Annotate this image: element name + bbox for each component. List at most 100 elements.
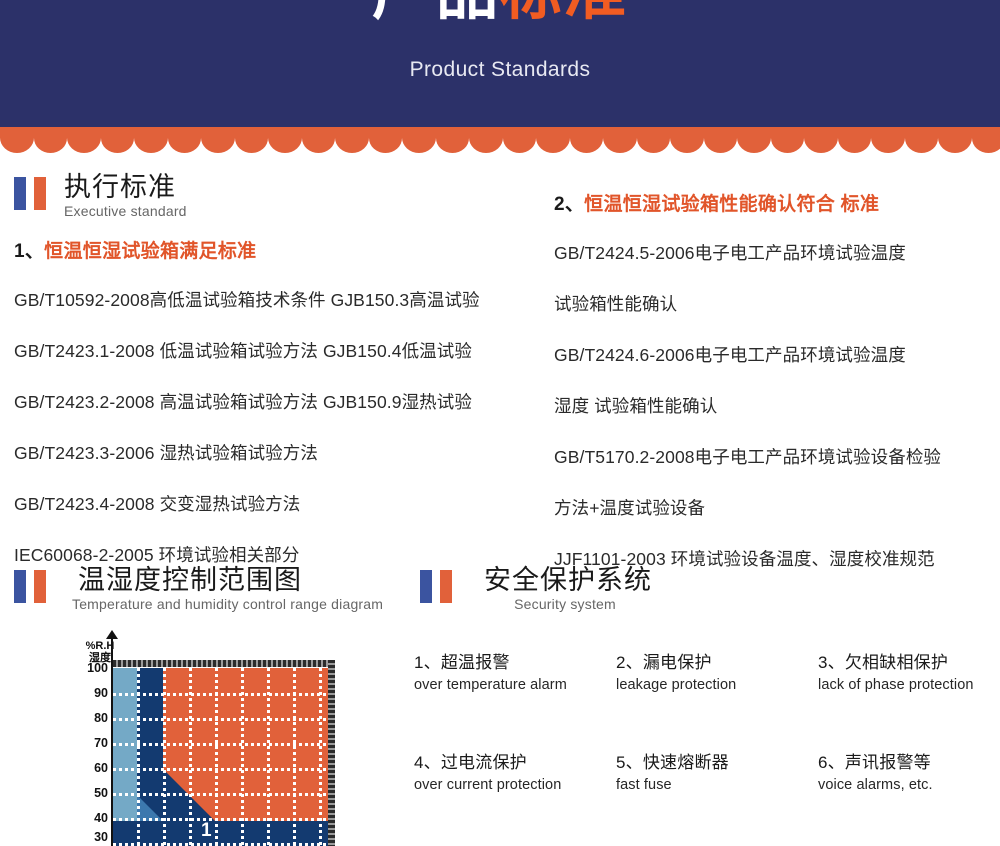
scallop-shape <box>703 135 737 153</box>
scallop-shape <box>234 135 268 153</box>
standards-left-title-num: 1、 <box>14 241 45 262</box>
security-items-row: 4、过电流保护 over current protection 5、快速熔断器 … <box>414 748 1000 793</box>
scallop-row <box>0 135 1000 153</box>
flag-bars-icon <box>14 570 50 604</box>
y-axis-label-unit: %R.H <box>85 640 115 652</box>
scallop-shape <box>368 135 402 153</box>
flag-bar-blue <box>14 177 26 210</box>
chart-gridline-h <box>113 793 328 796</box>
y-axis-arrow-icon <box>106 630 118 639</box>
security-item-zh: 1、超温报警 <box>414 653 510 672</box>
scallop-shape <box>469 135 503 153</box>
section-title-zh: 安全保护系统 <box>484 565 652 595</box>
chart-zone-label-1: 1 <box>201 820 212 841</box>
security-item: 1、超温报警 over temperature alarm <box>414 648 616 693</box>
standards-column-right: 2、恒温恒湿试验箱性能确认符合 标准 GB/T2424.5-2006电子电工产品… <box>554 189 1000 571</box>
scallop-shape <box>904 135 938 153</box>
chart-gridline-h <box>113 843 328 846</box>
chart-gridline-h <box>113 718 328 721</box>
chart-gridline-v <box>319 668 322 846</box>
y-axis-label: %R.H 湿度 <box>78 640 122 664</box>
scallop-shape <box>770 135 804 153</box>
standard-line: GB/T2423.4-2008 交变湿热试验方法 <box>14 494 301 514</box>
scallop-shape <box>402 135 436 153</box>
y-axis-tick: 80 <box>94 711 108 725</box>
standard-line: GB/T2424.6-2006电子电工产品环境试验温度 <box>554 345 906 365</box>
scallop-shape <box>167 135 201 153</box>
chart-border-top <box>113 660 335 667</box>
security-item-en: voice alarms, etc. <box>818 777 933 793</box>
page-title-primary: 产品 <box>372 0 500 27</box>
flag-bar-orange <box>34 570 46 603</box>
y-axis-ticks: 100 90 80 70 60 50 40 30 <box>60 630 108 846</box>
y-axis-tick: 70 <box>94 736 108 750</box>
chart-gridline-v <box>137 668 140 846</box>
scallop-shape <box>670 135 704 153</box>
security-item-zh: 2、漏电保护 <box>616 653 712 672</box>
security-items-row: 1、超温报警 over temperature alarm 2、漏电保护 lea… <box>414 648 1000 693</box>
chart-gridline-v <box>267 668 270 846</box>
scallop-shape <box>100 135 134 153</box>
scallop-divider <box>0 127 1000 153</box>
chart-gridline-v <box>293 668 296 846</box>
chart-gridline-h <box>113 818 328 821</box>
standards-right-title-num: 2、 <box>554 194 585 215</box>
chart-gridline-h <box>113 693 328 696</box>
security-item-en: over current protection <box>414 777 562 793</box>
y-axis-tick: 50 <box>94 786 108 800</box>
scallop-shape <box>502 135 536 153</box>
standard-line: GB/T2423.3-2006 湿热试验箱试验方法 <box>14 443 318 463</box>
chart-zone-diagonal-small <box>137 795 163 821</box>
section-title-en: Executive standard <box>64 203 187 220</box>
scallop-shape <box>938 135 972 153</box>
security-item: 4、过电流保护 over current protection <box>414 748 616 793</box>
section-heading-text: 温湿度控制范围图 Temperature and humidity contro… <box>72 565 383 614</box>
y-axis-tick: 60 <box>94 761 108 775</box>
flag-bar-orange <box>34 177 46 210</box>
y-axis-tick: 40 <box>94 811 108 825</box>
security-item-en: fast fuse <box>616 777 672 793</box>
standard-line: 试验箱性能确认 <box>554 294 678 314</box>
chart-gridline-v <box>241 668 244 846</box>
scallop-shape <box>636 135 670 153</box>
scallop-shape <box>67 135 101 153</box>
standard-line: IEC60068-2-2005 环境试验相关部分 <box>14 545 300 565</box>
security-item-en: leakage protection <box>616 677 737 693</box>
chart-gridline-h <box>113 743 328 746</box>
section-title-zh: 执行标准 <box>64 172 176 202</box>
scallop-shape <box>536 135 570 153</box>
section-heading-chart: 温湿度控制范围图 Temperature and humidity contro… <box>14 565 383 614</box>
security-item-zh: 6、声讯报警等 <box>818 753 931 772</box>
page-header: 产品标准 Product Standards <box>0 0 1000 127</box>
standard-line: 方法+温度试验设备 <box>554 498 706 518</box>
security-item: 6、声讯报警等 voice alarms, etc. <box>818 748 1000 793</box>
chart-plot-area: 1 <box>113 668 328 846</box>
scallop-shape <box>435 135 469 153</box>
security-item-zh: 5、快速熔断器 <box>616 753 729 772</box>
security-item-zh: 3、欠相缺相保护 <box>818 653 949 672</box>
standards-left-title: 1、恒温恒湿试验箱满足标准 <box>14 236 544 263</box>
scallop-shape <box>804 135 838 153</box>
scallop-shape <box>33 135 67 153</box>
section-heading-executive-standard: 执行标准 Executive standard <box>14 172 187 221</box>
standards-right-title-highlight: 恒温恒湿试验箱性能确认符合 标准 <box>584 194 880 215</box>
scallop-shape <box>134 135 168 153</box>
chart-border-right <box>328 660 335 846</box>
humidity-temperature-chart: %R.H 湿度 100 90 80 70 60 50 40 30 <box>60 630 370 846</box>
flag-bars-icon <box>420 570 456 604</box>
section-heading-security: 安全保护系统 Security system <box>420 565 652 614</box>
scallop-shape <box>737 135 771 153</box>
section-title-en: Temperature and humidity control range d… <box>72 596 384 613</box>
chart-gridline-v <box>189 668 192 846</box>
security-item-en: lack of phase protection <box>818 677 974 693</box>
chart-gridline-h <box>113 768 328 771</box>
scallop-shape <box>0 135 34 153</box>
scallop-shape <box>837 135 871 153</box>
scallop-shape <box>201 135 235 153</box>
y-axis-line <box>111 635 113 846</box>
scallop-bar <box>0 127 1000 136</box>
standard-line: 湿度 试验箱性能确认 <box>554 396 718 416</box>
page-title-accent: 标准 <box>500 0 628 27</box>
standard-line: GB/T10592-2008高低温试验箱技术条件 GJB150.3高温试验 <box>14 290 480 310</box>
security-item-zh: 4、过电流保护 <box>414 753 527 772</box>
